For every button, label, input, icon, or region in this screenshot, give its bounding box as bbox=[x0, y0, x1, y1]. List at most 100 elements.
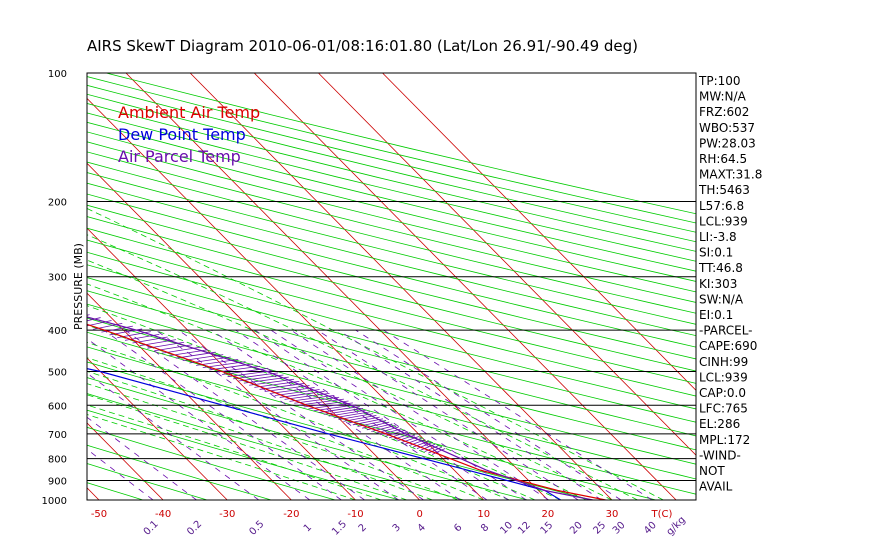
stat-item: WBO:537 bbox=[699, 121, 755, 135]
cape-hatch-line bbox=[274, 389, 320, 396]
mixing-ratio-label: 20 bbox=[568, 520, 585, 537]
dry-adiabat-line bbox=[87, 141, 696, 293]
cape-hatch-line bbox=[294, 396, 340, 404]
legend-entry: Air Parcel Temp bbox=[118, 147, 241, 166]
mixing-ratio-line bbox=[290, 329, 549, 500]
dry-adiabat-line bbox=[87, 377, 530, 500]
mixing-ratio-line bbox=[270, 329, 527, 500]
stat-item: AVAIL bbox=[699, 480, 733, 494]
plot-frame bbox=[86, 72, 697, 501]
mixing-ratio-line bbox=[87, 338, 311, 500]
dry-adiabat-line bbox=[87, 290, 696, 451]
isotherm-line bbox=[87, 162, 420, 500]
moist-adiabat-line bbox=[87, 414, 356, 500]
mixing-ratio-label: 0.5 bbox=[248, 519, 267, 538]
cape-hatch-line bbox=[284, 393, 330, 400]
mixing-ratio-line bbox=[254, 329, 509, 500]
mixing-ratio-line bbox=[383, 329, 653, 500]
cape-hatch-line bbox=[10, 296, 20, 302]
cape-hatch-line bbox=[416, 442, 433, 450]
pressure-tick-label: 400 bbox=[48, 326, 67, 337]
stat-item: RH:64.5 bbox=[699, 152, 747, 166]
dry-adiabat-line bbox=[87, 121, 696, 272]
dry-adiabat-line bbox=[87, 103, 696, 252]
mixing-ratio-label: 1.5 bbox=[330, 519, 349, 538]
cape-hatch-line bbox=[298, 398, 344, 406]
pressure-ticks: 100 200 300 400 500 600 700 800 900 1000 bbox=[42, 69, 67, 507]
temp-tick-bottom-label: 20 bbox=[542, 509, 555, 520]
dry-adiabat-line bbox=[87, 161, 696, 314]
cape-hatch-line bbox=[29, 302, 43, 308]
stat-item: KI:303 bbox=[699, 277, 737, 291]
cape-hatch-line bbox=[249, 378, 295, 386]
cape-hatch-line bbox=[0, 293, 7, 299]
cape-hatch-line bbox=[420, 443, 436, 451]
dry-adiabat-line bbox=[0, 73, 108, 509]
dry-adiabat-line bbox=[87, 227, 696, 384]
mixing-ratio-line bbox=[235, 329, 488, 500]
mixing-ratio-line bbox=[211, 329, 461, 500]
dry-adiabat-line bbox=[87, 463, 209, 500]
mixing-ratio-label: 1 bbox=[302, 522, 314, 534]
mixing-ratio-label: 8 bbox=[479, 522, 491, 534]
dry-adiabat-line bbox=[87, 193, 696, 348]
cape-hatch-line bbox=[264, 385, 310, 392]
stat-item: LFC:765 bbox=[699, 402, 748, 416]
pressure-tick-label: 200 bbox=[48, 198, 67, 209]
isotherm-line bbox=[87, 292, 292, 500]
series-line-ambient-air-temp bbox=[87, 323, 606, 500]
dry-adiabat-line bbox=[87, 172, 696, 325]
dry-adiabat-line bbox=[87, 303, 696, 465]
dry-adiabat-line bbox=[87, 409, 401, 500]
stat-item: TP:100 bbox=[698, 74, 741, 88]
cape-hatch-line bbox=[279, 391, 325, 398]
legend-entry: Ambient Air Temp bbox=[118, 103, 260, 122]
moist-adiabat-line bbox=[87, 404, 382, 500]
stat-item: L57:6.8 bbox=[699, 199, 744, 213]
mixing-ratio-line bbox=[124, 329, 365, 500]
mixing-ratio-label: 15 bbox=[539, 520, 556, 537]
moist-adiabat-line bbox=[87, 259, 613, 500]
isotherm-line bbox=[87, 227, 356, 500]
stat-item: TH:5463 bbox=[698, 183, 750, 197]
isotherm-line bbox=[189, 73, 613, 500]
dry-adiabat-line bbox=[87, 131, 696, 282]
legend-entry: Dew Point Temp bbox=[118, 125, 246, 144]
mixing-ratio-line bbox=[155, 329, 399, 500]
temp-tick-bottom-label: 30 bbox=[606, 509, 619, 520]
cape-hatch-line bbox=[243, 376, 289, 384]
cape-hatch-line bbox=[397, 434, 416, 442]
stat-item: LI:-3.8 bbox=[699, 230, 737, 244]
mixing-ratio-line bbox=[178, 329, 424, 500]
stat-item: CAP:0.0 bbox=[699, 386, 746, 400]
chart-title: AIRS SkewT Diagram 2010-06-01/08:16:01.8… bbox=[87, 37, 638, 55]
stat-item: MAXT:31.8 bbox=[699, 168, 762, 182]
stat-item: TT:46.8 bbox=[698, 261, 743, 275]
cape-hatch-line bbox=[428, 446, 442, 454]
mixing-ratio-label: 4 bbox=[416, 522, 428, 534]
mixing-ratio-label: 0.2 bbox=[185, 519, 204, 538]
pressure-tick-label: 900 bbox=[48, 476, 67, 487]
cape-hatch-line bbox=[405, 437, 422, 445]
mixing-ratio-label: 6 bbox=[452, 522, 464, 534]
stat-item: -PARCEL- bbox=[699, 324, 753, 338]
pressure-tick-label: 500 bbox=[48, 367, 67, 378]
dry-adiabat-line bbox=[87, 264, 696, 423]
pressure-tick-label: 1000 bbox=[42, 496, 67, 507]
cape-hatch-line bbox=[289, 394, 335, 402]
cape-hatch-line bbox=[254, 380, 300, 388]
isotherm-line bbox=[0, 73, 35, 500]
stat-item: FRZ:602 bbox=[699, 105, 749, 119]
mixing-ratio-label: 12 bbox=[516, 520, 533, 537]
stat-item: NOT bbox=[699, 464, 725, 478]
stat-item: SW:N/A bbox=[699, 292, 744, 306]
legend: Ambient Air Temp Dew Point Temp Air Parcel… bbox=[118, 103, 260, 166]
dry-adiabat-line bbox=[0, 73, 43, 509]
cape-hatch-line bbox=[39, 305, 55, 311]
dry-adiabat-line bbox=[87, 393, 466, 500]
temp-tick-bottom-label: 10 bbox=[477, 509, 490, 520]
stat-item: SI:0.1 bbox=[699, 246, 733, 260]
y-axis-label: PRESSURE (MB) bbox=[72, 243, 85, 330]
stat-item: EL:286 bbox=[699, 417, 740, 431]
